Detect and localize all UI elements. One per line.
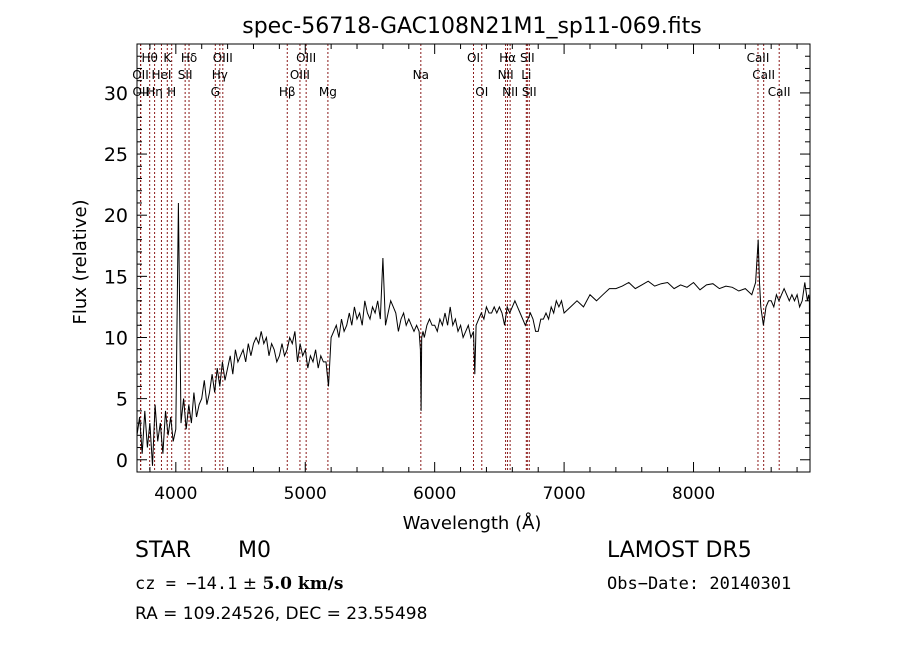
line-label: Hβ xyxy=(279,85,296,99)
y-tick-label: 5 xyxy=(116,389,128,411)
plot-frame xyxy=(136,43,811,473)
y-tick-label: 20 xyxy=(104,205,128,227)
line-label: Mg xyxy=(319,85,337,99)
line-label: NII xyxy=(498,68,514,82)
cz-error: 5.0 km/s xyxy=(262,574,344,594)
x-tick-label: 5000 xyxy=(284,484,327,504)
line-label: OIII xyxy=(290,68,310,82)
line-label: Hγ xyxy=(212,68,228,82)
x-axis: 4000 5000 6000 7000 8000 xyxy=(149,44,798,504)
line-label: Li xyxy=(521,68,531,82)
y-tick-label: 30 xyxy=(104,83,128,105)
y-tick-label: 0 xyxy=(116,450,128,472)
x-tick-label: 6000 xyxy=(413,484,456,504)
line-label: SII xyxy=(520,51,535,65)
coordinates: RA = 109.24526, DEC = 23.55498 xyxy=(135,604,428,624)
x-tick-label: 4000 xyxy=(154,484,197,504)
line-label: G xyxy=(211,85,220,99)
line-label: OIII xyxy=(296,51,316,65)
line-label: NII xyxy=(502,85,518,99)
line-label: K xyxy=(163,51,172,65)
y-tick-label: 10 xyxy=(104,327,128,349)
x-tick-label: 7000 xyxy=(542,484,585,504)
y-tick-label: 25 xyxy=(104,144,128,166)
line-label: Hδ xyxy=(181,51,197,65)
line-label: H xyxy=(167,85,176,99)
line-label: CaII xyxy=(768,85,791,99)
object-subclass: M0 xyxy=(238,538,271,563)
y-axis: 0 5 10 15 20 25 30 xyxy=(104,43,810,473)
survey-name: LAMOST DR5 xyxy=(607,538,752,563)
line-label: CaII xyxy=(752,68,775,82)
line-label: CaII xyxy=(747,51,770,65)
line-label: Na xyxy=(413,68,429,82)
y-tick-label: 15 xyxy=(104,266,128,288)
x-tick-label: 8000 xyxy=(672,484,715,504)
line-label: Hη xyxy=(146,85,163,99)
line-label: HeI xyxy=(151,68,171,82)
spectrum-line xyxy=(136,202,811,466)
cz-value: −14.1 xyxy=(186,574,238,594)
emission-line-markers xyxy=(139,44,780,472)
object-class: STAR xyxy=(135,538,192,563)
y-axis-label: Flux (relative) xyxy=(70,199,91,324)
cz-prefix: cz = xyxy=(135,574,187,594)
line-label: OIII xyxy=(213,51,233,65)
line-label: Hα xyxy=(499,51,516,65)
redshift-info: cz = −14.1 ± 5.0 km/s xyxy=(135,574,343,594)
line-label: Hθ xyxy=(141,51,157,65)
x-axis-label: Wavelength (Å) xyxy=(403,512,542,534)
line-label: OI xyxy=(475,85,488,99)
line-label: SII xyxy=(522,85,537,99)
chart-title: spec-56718-GAC108N21M1_sp11-069.fits xyxy=(242,14,702,39)
observation-date: Obs−Date: 20140301 xyxy=(607,574,792,594)
line-label: OI xyxy=(467,51,480,65)
line-label: SII xyxy=(178,68,193,82)
line-label: OII xyxy=(132,68,149,82)
cz-plusminus: ± xyxy=(242,574,258,594)
